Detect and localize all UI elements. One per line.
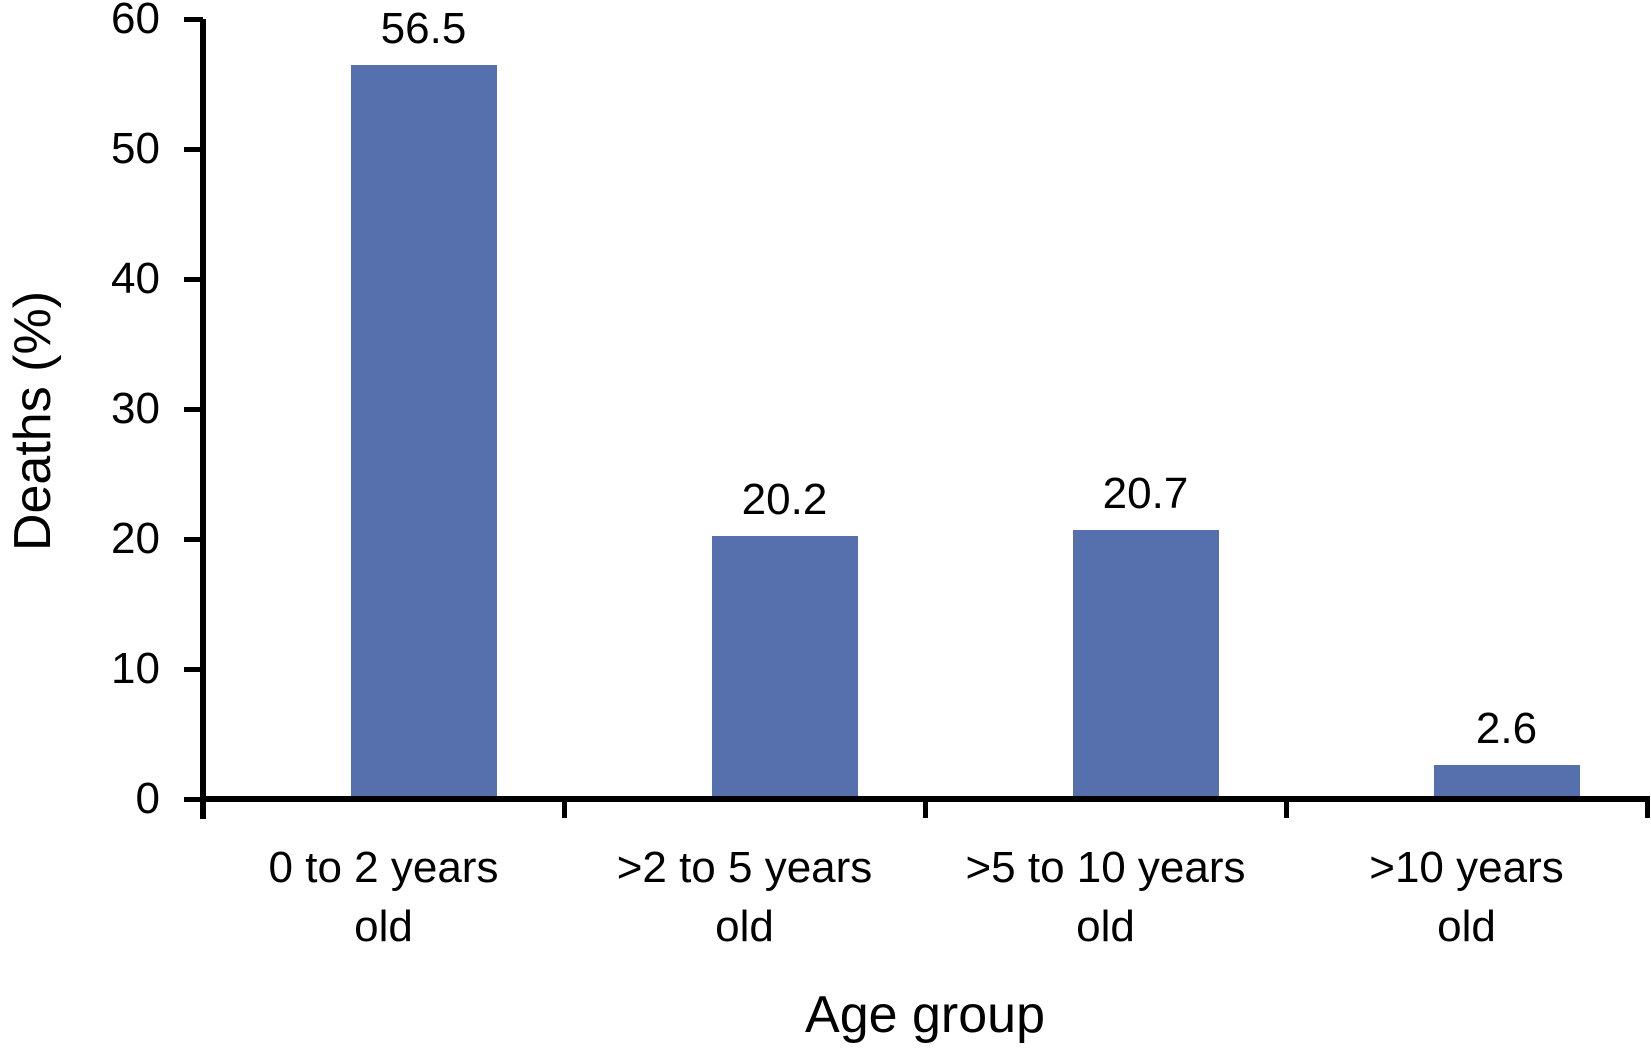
y-tick-mark — [184, 276, 203, 282]
x-tick-label-line: old — [354, 902, 413, 951]
x-tick-mark — [561, 799, 567, 818]
y-tick-label: 20 — [111, 514, 160, 563]
x-tick-label: 0 to 2 years old — [203, 838, 564, 956]
x-tick-label: >5 to 10 years old — [925, 838, 1286, 956]
x-tick-mark — [922, 799, 928, 818]
y-tick-mark — [184, 16, 203, 22]
y-axis-line — [200, 19, 206, 819]
x-tick-label-line: old — [1076, 902, 1135, 951]
y-tick-mark — [184, 796, 203, 802]
bar-value-label: 2.6 — [1475, 704, 1538, 754]
bar — [1433, 765, 1580, 799]
y-tick-label: 10 — [111, 644, 160, 693]
x-tick-label-line: >10 years — [1369, 843, 1564, 892]
x-tick-label-line: >2 to 5 years — [616, 843, 873, 892]
x-tick-mark — [1644, 799, 1650, 818]
x-tick-label-line: 0 to 2 years — [268, 843, 499, 892]
x-tick-label-line: old — [715, 902, 774, 951]
y-tick-label: 0 — [135, 774, 160, 823]
x-tick-label: >2 to 5 years old — [564, 838, 925, 956]
x-tick-label: >10 years old — [1286, 838, 1647, 956]
bar — [711, 536, 858, 799]
y-tick-label: 40 — [111, 254, 160, 303]
y-tick-mark — [184, 146, 203, 152]
y-tick-label: 60 — [111, 0, 160, 43]
x-tick-label-line: old — [1437, 902, 1496, 951]
y-tick-mark — [184, 536, 203, 542]
x-tick-label-line: >5 to 10 years — [965, 843, 1246, 892]
x-axis-line — [200, 796, 1650, 802]
x-tick-mark — [1283, 799, 1289, 818]
x-axis-title: Age group — [805, 986, 1045, 1044]
y-tick-label: 30 — [111, 384, 160, 433]
y-tick-mark — [184, 666, 203, 672]
bar-value-label: 20.7 — [1102, 468, 1189, 518]
bar-value-label: 20.2 — [741, 475, 828, 525]
bar — [350, 64, 497, 799]
y-tick-label: 50 — [111, 124, 160, 173]
bar-value-label: 56.5 — [380, 3, 467, 53]
bar — [1072, 529, 1219, 799]
y-tick-mark — [184, 406, 203, 412]
